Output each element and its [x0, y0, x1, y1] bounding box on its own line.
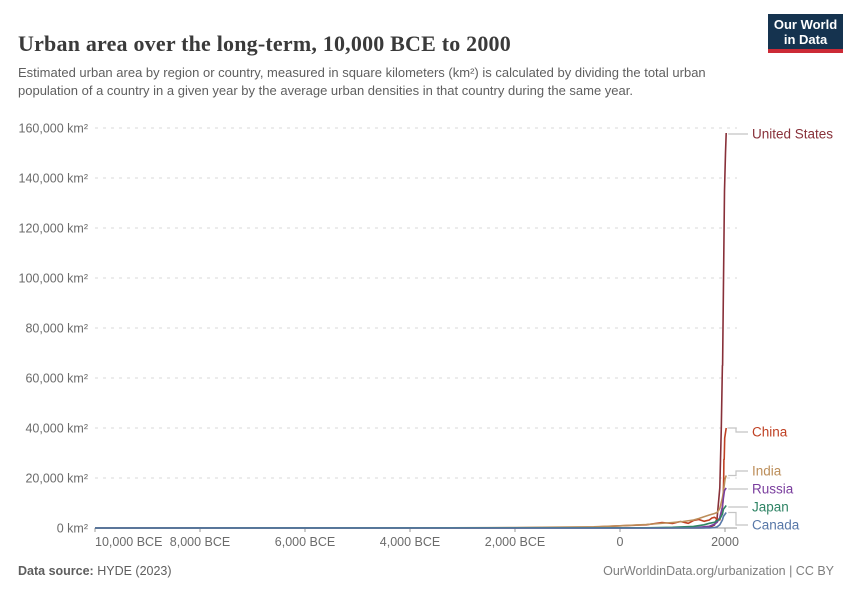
owid-logo[interactable]: Our World in Data	[768, 14, 843, 53]
series-line-canada[interactable]	[95, 512, 727, 529]
data-source-label: Data source:	[18, 564, 94, 578]
owid-logo-accent-bar	[768, 49, 843, 53]
series-line-india[interactable]	[95, 475, 727, 529]
y-axis-tick-label: 20,000 km²	[25, 472, 88, 486]
x-axis-tick-label: 2,000 BCE	[485, 535, 545, 549]
entity-label-united-states[interactable]: United States	[752, 127, 833, 142]
series-line-russia[interactable]	[94, 487, 727, 529]
owid-url-license[interactable]: OurWorldinData.org/urbanization | CC BY	[603, 564, 834, 578]
page-title: Urban area over the long-term, 10,000 BC…	[18, 30, 511, 56]
y-axis-tick-label: 80,000 km²	[25, 322, 88, 336]
owid-logo-line2: in Data	[783, 32, 828, 47]
x-axis-tick-label: 2000	[711, 535, 739, 549]
y-axis-tick-label: 100,000 km²	[19, 272, 88, 286]
y-axis-tick-label: 0 km²	[57, 522, 88, 536]
chart-subtitle: Estimated urban area by region or countr…	[18, 65, 706, 99]
x-axis-tick-label: 8,000 BCE	[170, 535, 230, 549]
x-axis-tick-label: 10,000 BCE	[95, 535, 162, 549]
entity-label-russia[interactable]: Russia	[752, 482, 794, 497]
x-axis-tick-label: 0	[617, 535, 624, 549]
entity-label-japan[interactable]: Japan	[752, 500, 789, 515]
label-connector-canada	[728, 511, 748, 526]
x-axis-tick-label: 6,000 BCE	[275, 535, 335, 549]
entity-label-canada[interactable]: Canada	[752, 518, 800, 533]
entity-label-china[interactable]: China	[752, 425, 788, 440]
series-line-united-states[interactable]	[95, 132, 727, 529]
y-axis-tick-label: 60,000 km²	[25, 372, 88, 386]
y-axis-tick-label: 140,000 km²	[19, 172, 88, 186]
x-axis-tick-label: 4,000 BCE	[380, 535, 440, 549]
y-axis-tick-label: 160,000 km²	[19, 122, 88, 136]
label-connector-china	[728, 427, 748, 433]
owid-logo-text: Our World in Data	[768, 14, 843, 49]
owid-logo-line1: Our World	[773, 17, 838, 32]
data-source-note: Data source: HYDE (2023)	[18, 564, 172, 578]
label-connector-india	[728, 470, 748, 477]
y-axis-tick-label: 120,000 km²	[19, 222, 88, 236]
data-source-value: HYDE (2023)	[93, 564, 172, 578]
y-axis-tick-label: 40,000 km²	[25, 422, 88, 436]
entity-label-india[interactable]: India	[752, 464, 782, 479]
